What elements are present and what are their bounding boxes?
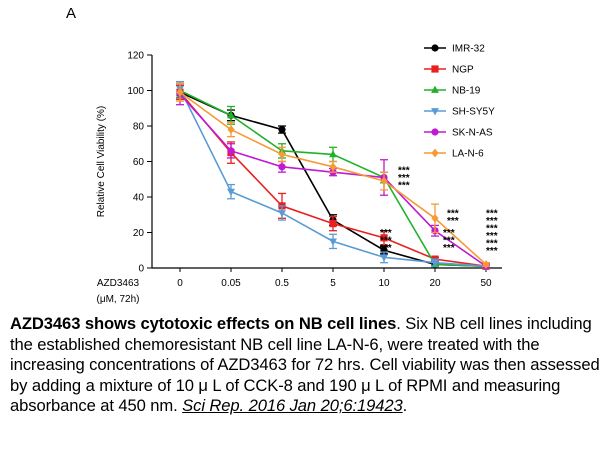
caption-end: . — [402, 396, 408, 415]
figure-panel: A 0 20 40 60 80 100 120 0 0.05 0.5 5 10 20 50 AZD3463 (… — [66, 5, 502, 305]
data-point — [380, 176, 388, 186]
data-point — [176, 87, 184, 97]
data-point — [278, 150, 286, 159]
line-chart: A 0 20 40 60 80 100 120 0 0.05 0.5 5 10 20 50 AZD3463 (… — [66, 5, 502, 305]
series-la-n-6 — [176, 82, 490, 269]
x-axis-label: AZD3463 — [97, 278, 140, 289]
figure-caption: AZD3463 shows cytotoxic effects on NB ce… — [10, 314, 602, 417]
legend-marker — [431, 44, 439, 52]
y-tick-label: 0 — [138, 264, 144, 275]
data-point — [329, 238, 337, 246]
legend-marker — [431, 128, 439, 136]
significance-mark: *** — [443, 228, 455, 239]
data-point — [278, 163, 286, 171]
x-axis-unit-label: (μM, 72h) — [97, 294, 140, 305]
significance-mark: *** — [380, 243, 392, 254]
y-tick-label: 60 — [133, 157, 145, 168]
y-tick-label: 80 — [133, 122, 145, 133]
x-tick-label: 0.05 — [221, 278, 241, 289]
significance-mark: *** — [486, 246, 498, 257]
legend-item-sh-sy5y: SH-SY5Y — [424, 107, 495, 118]
legend-label: SK-N-AS — [452, 128, 493, 139]
significance-annotations: ****************************************… — [380, 166, 498, 257]
data-point — [380, 254, 388, 262]
significance-mark: *** — [486, 208, 498, 219]
significance-mark: *** — [486, 216, 498, 227]
significance-mark: *** — [398, 166, 410, 177]
data-point — [227, 147, 235, 155]
x-tick-label: 0 — [177, 278, 183, 289]
x-tick-label: 5 — [330, 278, 336, 289]
significance-mark: *** — [486, 238, 498, 249]
y-tick-label: 40 — [133, 193, 145, 204]
legend-label: IMR-32 — [452, 44, 485, 55]
data-point — [329, 162, 337, 172]
significance-mark: *** — [398, 181, 410, 192]
legend-item-la-n-6: LA-N-6 — [424, 149, 484, 160]
data-series — [176, 80, 490, 271]
data-point — [329, 150, 337, 158]
legend-item-imr-32: IMR-32 — [424, 44, 485, 55]
y-tick-label: 100 — [127, 86, 144, 97]
data-point — [431, 259, 439, 267]
legend-item-nb-19: NB-19 — [424, 86, 481, 97]
data-point — [227, 125, 235, 134]
x-tick-label: 20 — [429, 278, 441, 289]
data-point — [380, 234, 388, 242]
significance-mark: *** — [398, 173, 410, 184]
significance-mark: *** — [486, 223, 498, 234]
legend-marker — [431, 108, 439, 116]
data-point — [227, 111, 235, 119]
legend-label: SH-SY5Y — [452, 107, 495, 118]
significance-mark: *** — [447, 208, 459, 219]
significance-mark: *** — [380, 228, 392, 239]
legend-marker — [431, 65, 439, 73]
legend-marker — [431, 85, 439, 93]
caption-title: AZD3463 shows cytotoxic effects on NB ce… — [10, 314, 397, 333]
panel-label: A — [66, 5, 76, 22]
data-point — [329, 220, 337, 228]
x-tick-label: 50 — [480, 278, 492, 289]
significance-mark: *** — [447, 216, 459, 227]
legend-marker — [431, 148, 439, 158]
data-point — [278, 210, 286, 218]
data-point — [482, 260, 490, 269]
significance-mark: *** — [380, 235, 392, 246]
significance-mark: *** — [443, 235, 455, 246]
data-point — [278, 125, 286, 134]
legend-label: NGP — [452, 65, 474, 76]
caption-body: . Six NB cell lines including the establ… — [10, 314, 600, 415]
significance-mark: *** — [443, 243, 455, 254]
legend-item-ngp: NGP — [424, 65, 474, 76]
y-axis-label: Relative Cell Viability (%) — [96, 106, 107, 218]
x-tick-label: 0.5 — [275, 278, 289, 289]
caption-citation-link[interactable]: Sci Rep. 2016 Jan 20;6:19423 — [182, 396, 403, 415]
legend: IMR-32 NGP NB-19 SH-SY5Y SK-N-AS LA-N-6 — [424, 44, 495, 160]
legend-item-sk-n-as: SK-N-AS — [424, 128, 493, 139]
axes: 0 20 40 60 80 100 120 0 0.05 0.5 5 10 20 50 AZD3463 (μM… — [96, 51, 502, 305]
y-tick-label: 20 — [133, 228, 145, 239]
data-point — [431, 213, 439, 223]
x-tick-label: 10 — [378, 278, 390, 289]
significance-mark: *** — [486, 231, 498, 242]
data-point — [227, 188, 235, 196]
y-tick-label: 120 — [127, 51, 144, 62]
legend-label: LA-N-6 — [452, 149, 484, 160]
legend-label: NB-19 — [452, 86, 481, 97]
